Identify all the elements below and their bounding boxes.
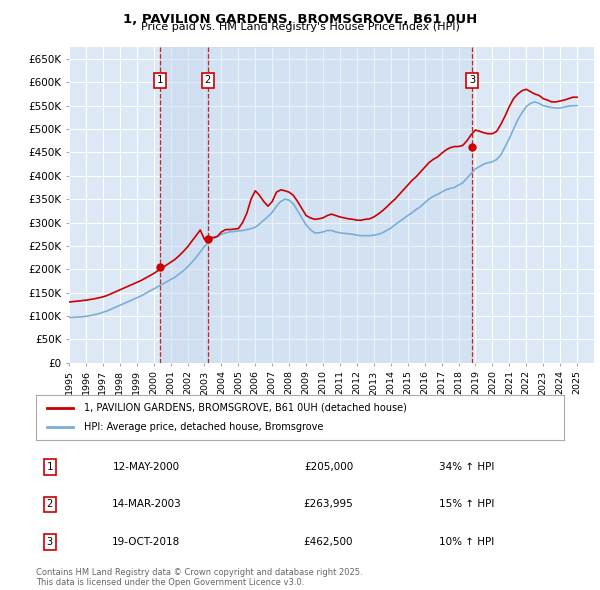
Text: £205,000: £205,000 <box>304 462 353 471</box>
Text: HPI: Average price, detached house, Bromsgrove: HPI: Average price, detached house, Brom… <box>83 422 323 432</box>
Text: 15% ↑ HPI: 15% ↑ HPI <box>439 500 494 509</box>
Bar <box>208 47 472 363</box>
Text: 1: 1 <box>157 76 163 86</box>
Text: 2: 2 <box>205 76 211 86</box>
Text: 3: 3 <box>469 76 475 86</box>
Text: £263,995: £263,995 <box>304 500 353 509</box>
Text: 1: 1 <box>47 462 53 471</box>
Text: 34% ↑ HPI: 34% ↑ HPI <box>439 462 494 471</box>
Text: 1, PAVILION GARDENS, BROMSGROVE, B61 0UH (detached house): 1, PAVILION GARDENS, BROMSGROVE, B61 0UH… <box>83 403 406 412</box>
Bar <box>160 47 208 363</box>
Text: £462,500: £462,500 <box>304 537 353 547</box>
Text: 19-OCT-2018: 19-OCT-2018 <box>112 537 181 547</box>
Text: Contains HM Land Registry data © Crown copyright and database right 2025.
This d: Contains HM Land Registry data © Crown c… <box>36 568 362 587</box>
Text: 2: 2 <box>47 500 53 509</box>
Text: 12-MAY-2000: 12-MAY-2000 <box>113 462 180 471</box>
Text: 10% ↑ HPI: 10% ↑ HPI <box>439 537 494 547</box>
Text: Price paid vs. HM Land Registry's House Price Index (HPI): Price paid vs. HM Land Registry's House … <box>140 22 460 32</box>
Text: 1, PAVILION GARDENS, BROMSGROVE, B61 0UH: 1, PAVILION GARDENS, BROMSGROVE, B61 0UH <box>123 13 477 26</box>
Text: 3: 3 <box>47 537 53 547</box>
Text: 14-MAR-2003: 14-MAR-2003 <box>112 500 181 509</box>
